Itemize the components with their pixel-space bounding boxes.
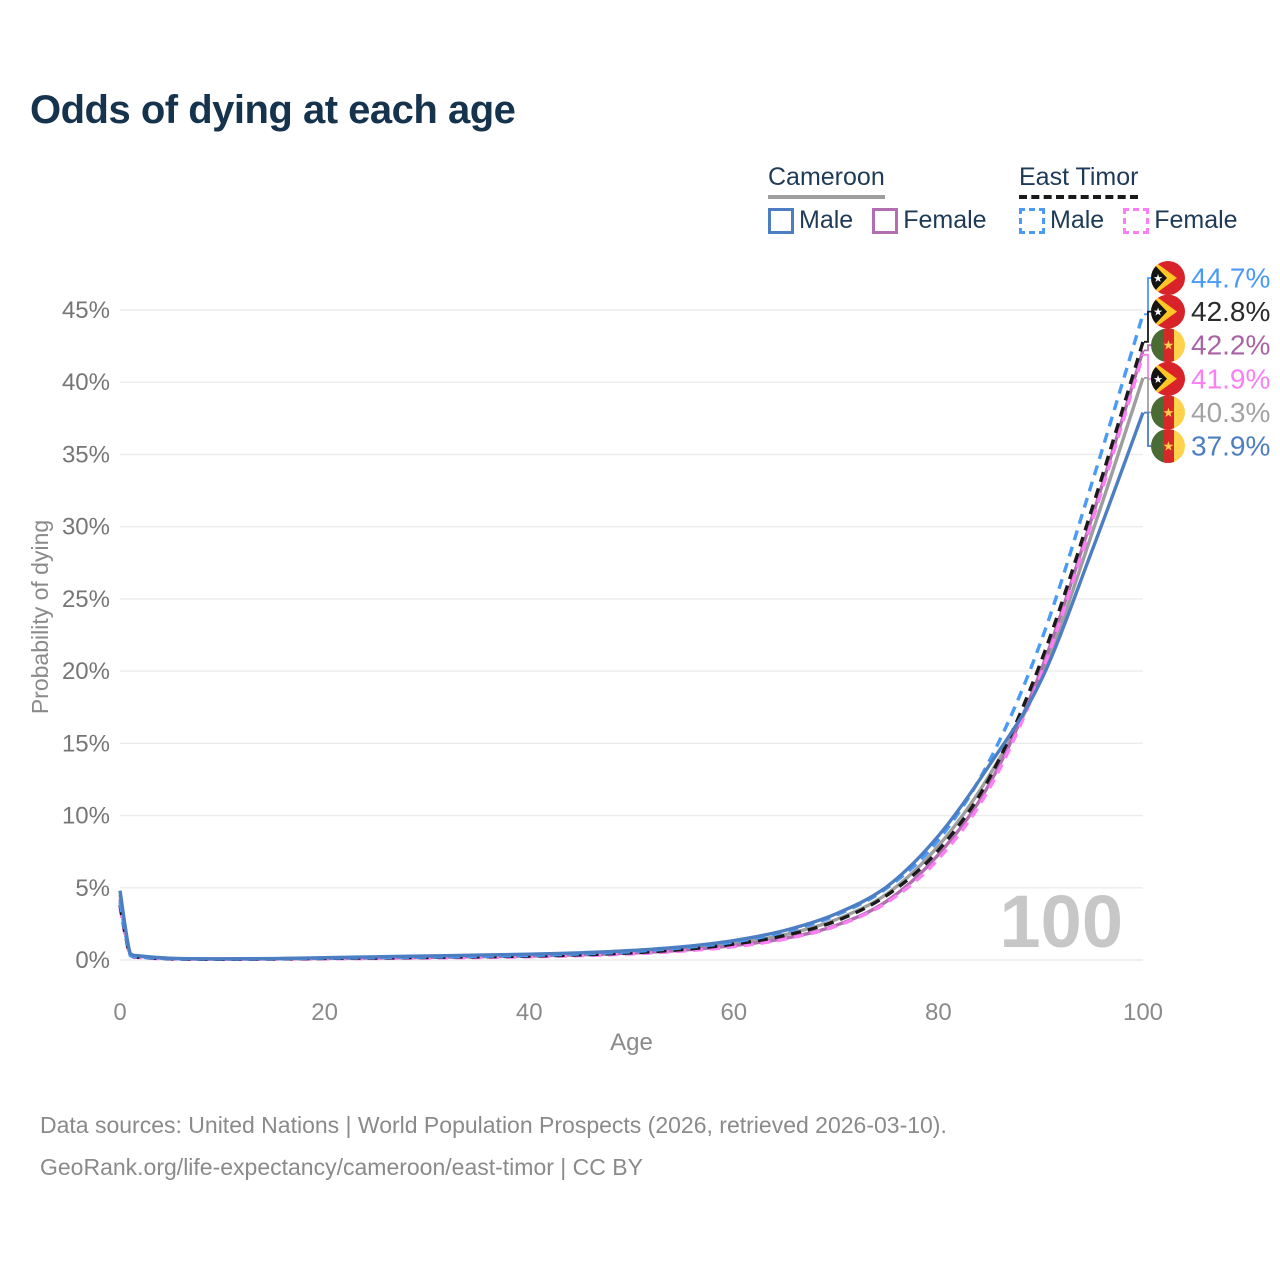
legend-group-cameroon: Cameroon Male Female [768, 163, 987, 235]
y-tick-label: 30% [62, 514, 110, 541]
legend-item-label: Male [1050, 206, 1105, 234]
series-line-cameroon-both[interactable] [118, 377, 1145, 961]
y-tick-label: 35% [62, 441, 110, 468]
end-label-connector [1144, 353, 1152, 380]
legend-toggle-cameroon-female[interactable]: Female [872, 206, 987, 235]
legend-country-label: Cameroon [768, 163, 885, 199]
legend-group-east-timor: East Timor Male Female [1019, 163, 1238, 235]
y-tick-label: 10% [62, 803, 110, 830]
y-tick-label: 25% [62, 586, 110, 613]
x-tick-label: 60 [720, 999, 747, 1026]
end-label-east-timor-female: 41.9% [1191, 363, 1270, 394]
cameroon-flag-icon [1151, 429, 1185, 463]
series-line-east-timor-female[interactable] [118, 354, 1145, 961]
license-url-text: GeoRank.org/life-expectancy/cameroon/eas… [40, 1154, 643, 1180]
end-label-connector [1144, 277, 1152, 316]
y-axis-title: Probability of dying [27, 520, 53, 714]
legend-toggle-east-timor-male[interactable]: Male [1019, 206, 1104, 235]
x-tick-label: 80 [925, 999, 952, 1026]
gridlines [120, 309, 1143, 961]
end-label-east-timor-male: 44.7% [1191, 263, 1270, 294]
legend-country-title-cameroon: Cameroon [768, 163, 987, 199]
legend-country-label: East Timor [1019, 163, 1139, 199]
x-tick-label: 40 [516, 999, 543, 1026]
legend-item-label: Female [903, 206, 987, 234]
series-line-east-timor-both[interactable] [118, 341, 1145, 962]
legend-toggle-cameroon-male[interactable]: Male [768, 206, 853, 235]
end-label-connector [1144, 310, 1152, 343]
x-tick-label: 0 [113, 999, 126, 1026]
end-label-connector [1144, 411, 1152, 447]
hover-age-value: 100 [1000, 880, 1123, 963]
series-line-cameroon-female[interactable] [118, 349, 1145, 961]
east-timor-male-swatch-icon[interactable] [1019, 207, 1045, 234]
legend-item-label: Male [799, 206, 854, 234]
end-label-cameroon-both: 40.3% [1191, 397, 1270, 428]
y-tick-label: 40% [62, 369, 110, 396]
axis-labels: 0% 5% 10% 15% 20% 25% 30% 35% 40% 45% 0 20 40 60 80 100… [27, 297, 1163, 1056]
end-label-east-timor-both: 42.8% [1191, 296, 1270, 327]
end-label-cameroon-male: 37.9% [1191, 431, 1270, 462]
x-tick-label: 100 [1123, 999, 1163, 1026]
cameroon-flag-icon [1151, 328, 1185, 362]
east-timor-female-swatch-icon[interactable] [1123, 207, 1150, 234]
x-tick-label: 20 [311, 999, 338, 1026]
end-label-connector [1144, 344, 1152, 352]
cameroon-flag-icon [1151, 395, 1185, 429]
series-line-east-timor-male[interactable] [118, 313, 1145, 961]
series-lines [118, 313, 1145, 962]
end-label-cameroon-female: 42.2% [1191, 330, 1270, 361]
page-title: Odds of dying at each age [30, 88, 516, 132]
data-sources-text: Data sources: United Nations | World Pop… [40, 1112, 947, 1138]
end-label-connector [1144, 377, 1152, 414]
y-tick-label: 5% [75, 875, 110, 902]
cameroon-male-swatch-icon[interactable] [768, 207, 794, 234]
legend-item-label: Female [1154, 206, 1238, 234]
x-axis-title: Age [610, 1029, 653, 1056]
east-timor-flag-icon [1151, 259, 1185, 297]
legend-country-title-east-timor: East Timor [1019, 163, 1238, 199]
cameroon-female-swatch-icon[interactable] [872, 207, 899, 234]
series-line-cameroon-male[interactable] [118, 412, 1145, 961]
east-timor-flag-icon [1151, 360, 1185, 398]
series-end-labels: 44.7%42.8%42.2%41.9%40.3%37.9% [1144, 259, 1270, 463]
y-tick-label: 45% [62, 297, 110, 324]
y-tick-label: 15% [62, 730, 110, 757]
hover-age-watermark: 100 [1000, 880, 1123, 963]
y-tick-label: 0% [75, 947, 110, 974]
legend-toggle-east-timor-female[interactable]: Female [1123, 206, 1238, 235]
y-tick-label: 20% [62, 658, 110, 685]
east-timor-flag-icon [1151, 293, 1185, 331]
attribution-footer: Data sources: United Nations | World Pop… [40, 1104, 947, 1188]
